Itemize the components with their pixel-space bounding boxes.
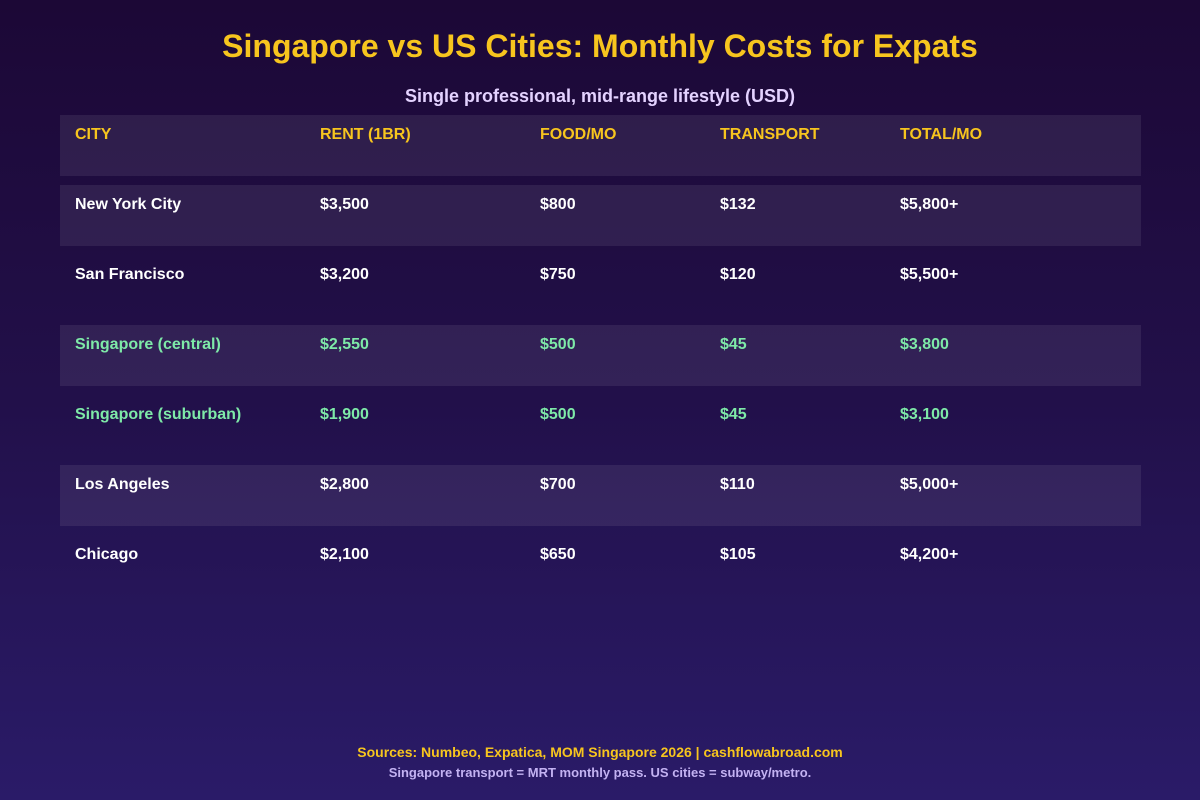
table-row: San Francisco $3,200 $750 $120 $5,500+ [60,255,1141,316]
table-cell: $45 [720,406,747,423]
table-cell: $132 [720,196,756,213]
footnote: Singapore transport = MRT monthly pass. … [388,765,812,780]
table-cell: $3,800 [900,336,949,353]
sources-text: Sources: Numbeo, Expatica, MOM Singapore… [357,744,843,760]
table-row: Singapore (suburban) $1,900 $500 $45 $3,100 [60,395,1141,456]
column-header: TOTAL/MO [900,126,983,143]
table-cell: $3,500 [320,196,369,213]
table-cell: $1,900 [320,406,369,423]
table-cell: $5,800+ [900,196,959,213]
table-cell: $45 [720,336,747,353]
table-cell: Singapore (suburban) [75,406,242,423]
table-cell: $110 [720,476,755,493]
table-cell: Chicago [75,546,139,563]
table-cell: San Francisco [75,266,185,283]
table-cell: $700 [540,476,576,493]
chart-subtitle: Single professional, mid-range lifestyle… [404,86,796,106]
table-cell: Los Angeles [75,476,170,493]
table-header: CITY RENT (1BR) FOOD/MO TRANSPORT TOTAL/MO [60,115,1141,176]
table-cell: $800 [540,196,576,213]
table-cell: New York City [75,196,182,213]
table-cell: $5,500+ [900,266,959,283]
table-cell: $2,550 [320,336,369,353]
table-cell: $650 [540,546,576,563]
table-row: Chicago $2,100 $650 $105 $4,200+ [60,535,1141,596]
table-cell: $105 [720,546,756,563]
column-header: RENT (1BR) [320,126,411,143]
table-cell: $2,800 [320,476,369,493]
table-row: New York City $3,500 $800 $132 $5,800+ [60,185,1141,246]
table-cell: $750 [540,266,576,283]
table-cell: $4,200+ [900,546,959,563]
table-cell: $500 [540,406,576,423]
chart-title: Singapore vs US Cities: Monthly Costs fo… [222,28,978,64]
table-cell: $3,200 [320,266,369,283]
table-row: Singapore (central) $2,550 $500 $45 $3,800 [60,325,1141,386]
table-cell: $5,000+ [900,476,959,493]
table-cell: Singapore (central) [75,336,221,353]
column-header: FOOD/MO [540,126,617,143]
column-header: CITY [75,126,112,143]
table-cell: $500 [540,336,576,353]
table-cell: $120 [720,266,756,283]
table-cell: $3,100 [900,406,949,423]
table-row: Los Angeles $2,800 $700 $110 $5,000+ [60,465,1141,526]
table-cell: $2,100 [320,546,369,563]
column-header: TRANSPORT [720,126,820,143]
